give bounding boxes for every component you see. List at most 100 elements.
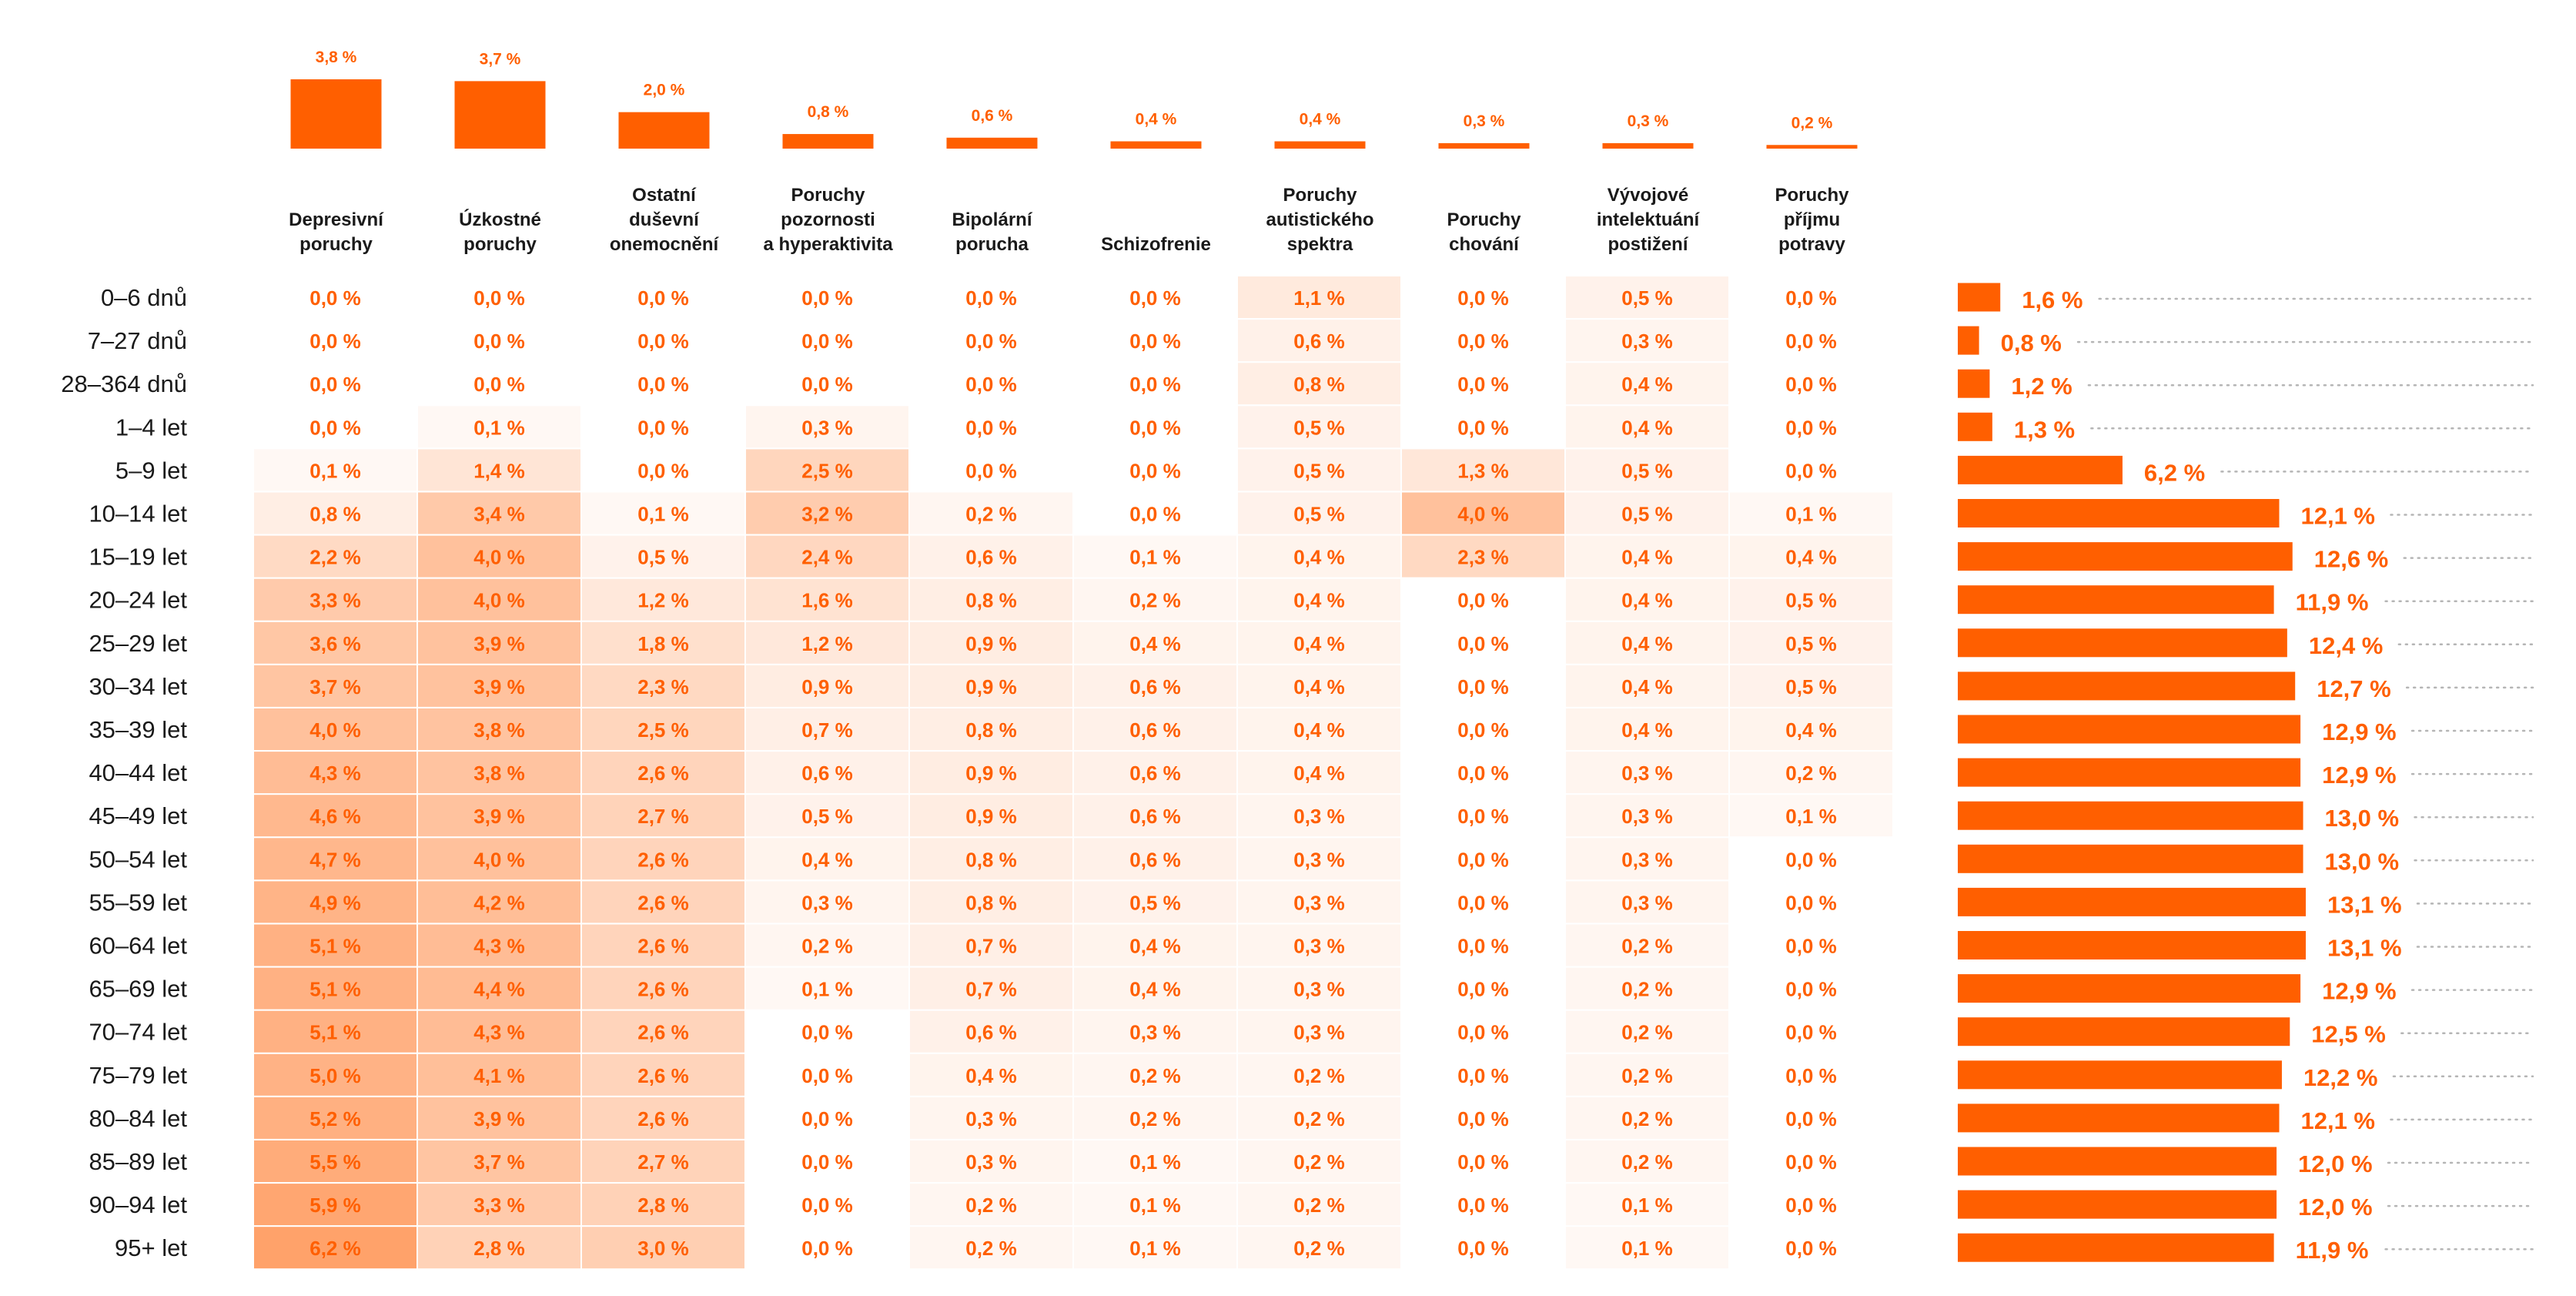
heatmap-cell-label: 3,4 % [473,503,525,526]
heatmap-cell [418,406,580,448]
heatmap-cell [910,621,1072,664]
heatmap-cell-label: 0,0 % [1457,978,1509,1001]
heatmap-cell-label: 0,0 % [1457,891,1509,914]
heatmap-cell-label: 0,2 % [965,1194,1017,1217]
heatmap-cell-label: 0,3 % [1621,805,1673,828]
heatmap-cell-label: 0,0 % [1457,1237,1509,1260]
heatmap-cell [1238,363,1400,405]
heatmap-cell-label: 0,1 % [309,459,361,482]
heatmap-cell [254,881,417,923]
heatmap-cell [1238,795,1400,837]
overall-bar-label: 0,4 % [1300,111,1341,129]
heatmap-cell-label: 0,0 % [1785,1021,1837,1044]
column-header-label: Ostatní [632,185,697,206]
heatmap-cell-label: 0,5 % [1293,503,1345,526]
heatmap-cell [254,621,417,664]
heatmap-cell [1566,1184,1728,1226]
heatmap-cell-label: 0,2 % [1621,1150,1673,1174]
heatmap-cell [254,449,417,491]
total-bar-label: 1,3 % [2014,416,2075,443]
heatmap-cell [254,1010,417,1053]
heatmap-cell-label: 0,6 % [1129,762,1181,785]
heatmap-cell [254,535,417,578]
heatmap-cell-label: 0,5 % [1785,632,1837,655]
heatmap-cell [1074,621,1236,664]
column-header-label: Vývojové [1607,185,1688,206]
total-bar-label: 12,1 % [2300,503,2375,530]
heatmap-cell-label: 3,7 % [309,675,361,698]
heatmap-cell-label: 5,1 % [309,978,361,1001]
total-bar-label: 1,2 % [2011,373,2072,400]
total-bar [1958,1060,2282,1090]
heatmap-cell-label: 0,2 % [801,935,853,958]
heatmap-cell [1238,1227,1400,1269]
heatmap-cell [746,708,908,750]
overall-bar-label: 0,2 % [1791,114,1833,132]
heatmap-cell-label: 0,1 % [1621,1237,1673,1260]
heatmap-cell [1238,1010,1400,1053]
heatmap-cell-label: 0,0 % [801,1021,853,1044]
heatmap-cell [1730,535,1892,578]
total-bar [1958,542,2293,571]
row-label: 70–74 let [89,1019,187,1046]
heatmap-cell-label: 0,5 % [1785,675,1837,698]
heatmap-cell [418,1184,580,1226]
heatmap-cell [254,1184,417,1226]
heatmap-cell-label: 0,0 % [1457,675,1509,698]
total-bar-label: 13,1 % [2327,891,2402,918]
heatmap-cell-label: 0,4 % [965,1064,1017,1087]
total-bar [1958,887,2306,916]
total-bar [1958,1190,2277,1219]
heatmap-cell-label: 0,0 % [309,286,361,310]
column-header-label: intelektuání [1597,209,1701,230]
heatmap-cell [746,578,908,621]
total-bar-label: 11,9 % [2296,589,2369,616]
row-label: 15–19 let [89,544,187,571]
heatmap-cell [254,752,417,794]
total-bar-label: 6,2 % [2144,459,2205,486]
heatmap-cell [910,881,1072,923]
heatmap-cell [746,881,908,923]
heatmap-cell [254,578,417,621]
heatmap-cell [1074,578,1236,621]
heatmap-cell-label: 0,8 % [965,718,1017,742]
heatmap-cell-label: 0,4 % [1293,546,1345,569]
column-header-label: Poruchy [791,185,865,206]
heatmap-cell-label: 0,0 % [1129,373,1181,396]
overall-bar [1110,141,1202,149]
heatmap-cell [746,406,908,448]
total-bar [1958,326,1979,355]
heatmap-cell-label: 0,0 % [1129,330,1181,353]
heatmap-cell-label: 0,5 % [1621,503,1673,526]
heatmap-cell-label: 0,1 % [637,503,689,526]
overall-bar-label: 0,8 % [808,103,849,121]
heatmap-cell-label: 0,6 % [1129,675,1181,698]
heatmap-cell [746,665,908,707]
heatmap-cell-label: 2,7 % [637,1150,689,1174]
heatmap-cell-label: 0,5 % [1293,416,1345,439]
heatmap-cell-label: 0,8 % [965,589,1017,612]
heatmap-cell [1238,621,1400,664]
heatmap-cell-label: 4,6 % [309,805,361,828]
column-header-label: chování [1449,234,1520,255]
heatmap-cell-label: 6,2 % [309,1237,361,1260]
heatmap-cell [1238,708,1400,750]
heatmap-cell-label: 0,0 % [1457,1107,1509,1130]
heatmap-cell-label: 0,2 % [1293,1194,1345,1217]
heatmap-cell [1238,838,1400,880]
total-bar-label: 12,9 % [2322,978,2397,1005]
heatmap-cell [1730,578,1892,621]
total-bar-label: 0,8 % [2001,330,2062,357]
heatmap-cell [418,924,580,966]
heatmap-cell [910,924,1072,966]
heatmap-cell-label: 0,0 % [1785,848,1837,871]
heatmap-cell-label: 0,4 % [1129,935,1181,958]
heatmap-cell [582,1097,744,1139]
heatmap-cell-label: 0,3 % [1621,762,1673,785]
heatmap-cell [1074,708,1236,750]
overall-bar-label: 0,4 % [1136,111,1177,129]
heatmap-cell-label: 0,4 % [1293,675,1345,698]
heatmap-cell-label: 0,3 % [1293,891,1345,914]
total-bar-label: 12,1 % [2300,1107,2375,1134]
